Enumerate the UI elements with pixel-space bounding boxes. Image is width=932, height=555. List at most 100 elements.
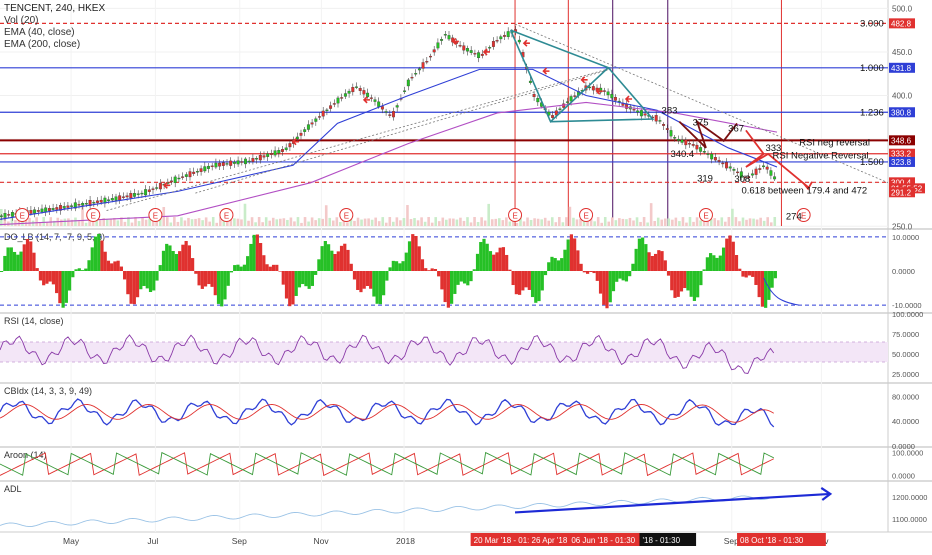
volume-bar — [271, 217, 275, 226]
candle-body — [192, 171, 196, 174]
volume-bar — [360, 219, 363, 226]
oscillator-title: CBIdx (14, 3, 3, 9, 49) — [4, 386, 92, 396]
volume-bar — [561, 222, 565, 226]
earnings-marker-label: E — [153, 212, 158, 221]
candle-body — [503, 35, 506, 37]
volume-bar — [254, 222, 257, 226]
volume-bar — [70, 219, 74, 226]
do-histogram-bar — [93, 236, 98, 271]
do-histogram-bar — [543, 271, 548, 276]
do-histogram-bar — [343, 243, 347, 271]
price-tag — [889, 18, 915, 29]
time-axis-label: Nov — [313, 536, 329, 546]
candle-body — [488, 47, 492, 49]
candle-body — [569, 96, 573, 102]
candle-body — [536, 98, 540, 103]
volume-bar — [699, 220, 702, 226]
candle-body — [743, 176, 747, 179]
candle-body — [229, 160, 233, 166]
do-histogram-bar — [715, 257, 719, 271]
signal-arrow — [595, 87, 603, 95]
candle-body — [310, 122, 314, 125]
volume-bar — [487, 203, 490, 226]
volume-bar — [445, 219, 448, 226]
candle-body — [610, 94, 614, 99]
do-histogram-bar — [29, 241, 33, 271]
do-histogram-bar — [705, 257, 709, 271]
candle-body — [199, 168, 203, 172]
volume-bar — [671, 219, 674, 226]
do-histogram-bar — [692, 271, 697, 301]
oscillator-tick-label: 80.0000 — [892, 392, 919, 401]
earnings-marker-label: E — [224, 212, 229, 221]
candle-body — [84, 203, 88, 205]
volume-bar — [222, 221, 226, 226]
pattern-annotation: RSI neg reversal — [799, 138, 870, 149]
do-histogram-bar — [126, 271, 130, 295]
volume-bar — [473, 217, 476, 226]
do-histogram-bar — [518, 271, 522, 295]
candle-body — [680, 139, 684, 143]
volume-bar — [603, 217, 607, 226]
candle-body — [314, 118, 318, 122]
candle-body — [269, 153, 273, 155]
do-histogram-bar — [158, 265, 162, 271]
candle-body — [7, 214, 11, 216]
time-highlight-tag — [737, 533, 826, 546]
do-histogram-bar — [738, 268, 742, 271]
price-tag — [889, 107, 915, 118]
do-histogram-bar — [660, 251, 664, 271]
oscillator-title: DO_LB (14, 7, -7, 9, 5, 3) — [4, 232, 105, 242]
oscillator-title: ADL — [4, 484, 22, 494]
volume-bar — [526, 217, 529, 226]
do-histogram-bar — [462, 271, 467, 284]
candle-body — [558, 108, 562, 111]
volume-bar — [625, 219, 628, 226]
candle-body — [573, 95, 577, 97]
do-histogram-bar — [560, 258, 564, 271]
candle-body — [632, 108, 636, 111]
volume-bar — [441, 217, 445, 226]
earnings-marker — [579, 208, 594, 222]
candle-body — [388, 114, 392, 116]
do-histogram-bar — [216, 271, 221, 304]
candle-body — [288, 143, 292, 148]
price-tag-label: 380.8 — [891, 108, 912, 117]
candle-body — [554, 110, 558, 116]
volume-bar — [155, 219, 158, 226]
do-histogram-bar — [304, 271, 308, 287]
time-highlight-tag — [639, 533, 697, 546]
volume-bar — [529, 219, 533, 226]
do-histogram-bar — [579, 263, 583, 271]
candle-body — [599, 87, 603, 93]
do-histogram-bar — [71, 271, 75, 278]
candle-body — [369, 97, 373, 99]
do-histogram-bar — [346, 249, 350, 271]
volume-bar — [674, 217, 678, 226]
volume-bar — [766, 217, 770, 226]
volume-bar — [437, 221, 441, 226]
symbol-title: TENCENT, 240, HKEX — [4, 3, 106, 14]
volume-bar — [416, 220, 420, 226]
do-histogram-bar — [155, 271, 159, 281]
candle-body — [225, 163, 229, 165]
do-histogram-bar — [61, 271, 65, 308]
do-histogram-bar — [174, 253, 179, 271]
indicator-ema40: EMA (40, close) — [4, 27, 75, 38]
do-histogram-bar — [696, 271, 700, 298]
do-histogram-bar — [553, 258, 557, 271]
candle-body — [758, 168, 762, 170]
volume-bar — [317, 218, 321, 226]
earnings-marker — [796, 208, 811, 222]
candle-body — [480, 53, 484, 56]
volume-bar — [282, 218, 286, 226]
candle-body — [251, 158, 255, 162]
volume-bar — [695, 217, 699, 226]
volume-bar — [533, 218, 536, 226]
do-histogram-bar — [401, 261, 405, 271]
candle-body — [432, 49, 436, 53]
pattern-annotation: 319 — [697, 173, 713, 184]
candle-body — [750, 173, 754, 176]
candle-body — [421, 62, 425, 69]
